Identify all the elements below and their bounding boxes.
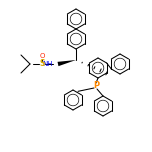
Polygon shape: [57, 60, 76, 66]
Text: O: O: [39, 52, 45, 59]
Text: NH: NH: [43, 60, 53, 67]
Text: S: S: [39, 59, 45, 69]
Text: P: P: [93, 81, 99, 90]
